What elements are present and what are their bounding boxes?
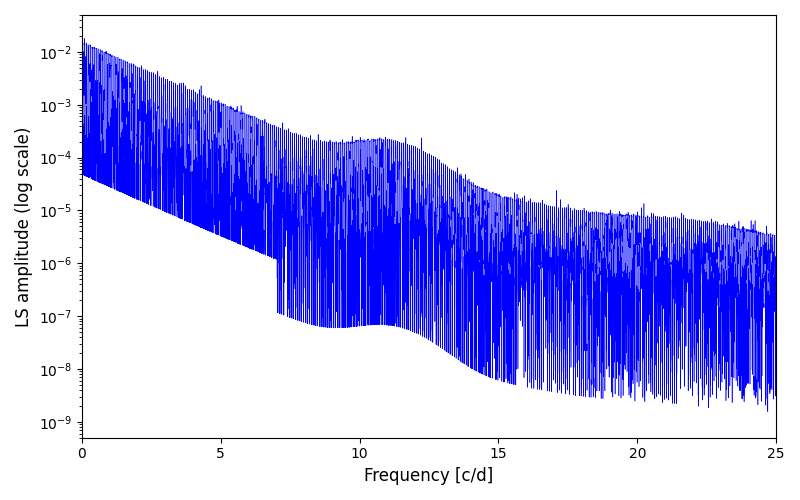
Y-axis label: LS amplitude (log scale): LS amplitude (log scale) xyxy=(15,126,33,326)
X-axis label: Frequency [c/d]: Frequency [c/d] xyxy=(364,467,494,485)
